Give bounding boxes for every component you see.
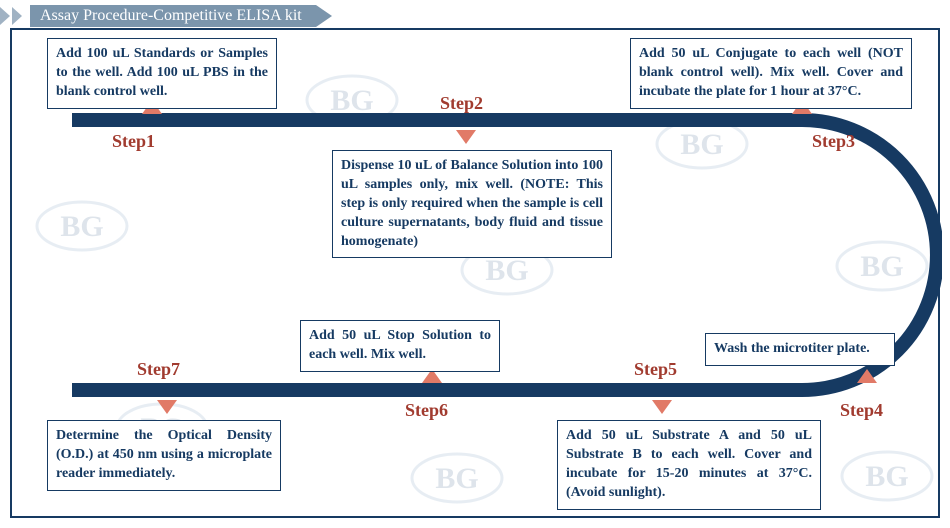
diagram-container: BGBGBGBGBGBGBGBGStep1Add 100 uL Standard…	[10, 28, 940, 518]
step-label-4: Step4	[840, 400, 883, 421]
step-box-1: Add 100 uL Standards or Samples to the w…	[47, 38, 277, 109]
step-label-5: Step5	[634, 359, 677, 380]
header-bar: Assay Procedure-Competitive ELISA kit	[0, 4, 316, 28]
step-pointer-7	[157, 400, 177, 414]
step-box-3: Add 50 uL Conjugate to each well (NOT bl…	[630, 38, 912, 109]
step-box-5: Add 50 uL Substrate A and 50 uL Substrat…	[557, 420, 821, 510]
step-pointer-4	[857, 369, 877, 383]
step-box-2: Dispense 10 uL of Balance Solution into …	[332, 150, 612, 258]
step-label-2: Step2	[440, 93, 483, 114]
chevron-icon	[0, 5, 28, 27]
step-label-6: Step6	[405, 400, 448, 421]
step-box-6: Add 50 uL Stop Solution to each well. Mi…	[300, 320, 500, 372]
step-pointer-2	[456, 130, 476, 144]
step-label-1: Step1	[112, 131, 155, 152]
page-title: Assay Procedure-Competitive ELISA kit	[30, 5, 316, 27]
step-box-4: Wash the microtiter plate.	[705, 333, 895, 366]
step-label-7: Step7	[137, 359, 180, 380]
step-box-7: Determine the Optical Density (O.D.) at …	[47, 420, 281, 491]
step-label-3: Step3	[812, 131, 855, 152]
step-pointer-5	[652, 400, 672, 414]
